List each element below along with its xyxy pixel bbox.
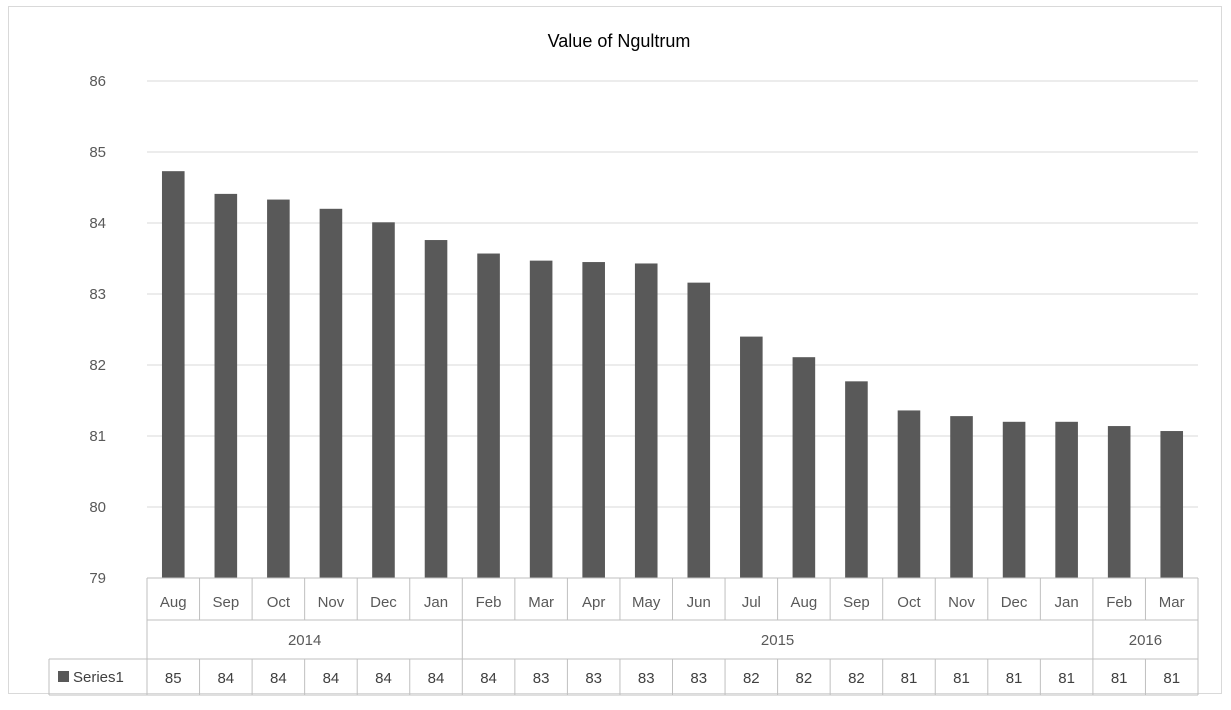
- data-table-value: 85: [165, 670, 182, 687]
- chart-area: [8, 6, 1222, 694]
- category-label: Sep: [843, 594, 870, 611]
- legend-label: Series1: [73, 669, 124, 686]
- category-label: May: [632, 594, 661, 611]
- category-label: Jan: [424, 594, 448, 611]
- chart-title: Value of Ngultrum: [548, 31, 691, 51]
- y-axis-ticks: 79 80 81 82 83 84 85 86: [89, 73, 106, 587]
- bar: [424, 240, 448, 579]
- category-label: Oct: [267, 594, 291, 611]
- year-group-label: 2016: [1129, 632, 1162, 649]
- y-tick-label: 85: [89, 144, 106, 161]
- bar: [161, 171, 185, 579]
- y-tick-label: 80: [89, 499, 106, 516]
- category-label: Jun: [687, 594, 711, 611]
- category-label: Jan: [1055, 594, 1079, 611]
- data-table-value: 84: [480, 670, 497, 687]
- y-tick-label: 82: [89, 357, 106, 374]
- y-tick-label: 83: [89, 286, 106, 303]
- category-label: Feb: [1106, 594, 1132, 611]
- category-label: Nov: [948, 594, 975, 611]
- data-table-value: 81: [1163, 670, 1180, 687]
- data-table-value: 84: [217, 670, 234, 687]
- category-label: Nov: [318, 594, 345, 611]
- data-table-value: 84: [428, 670, 445, 687]
- bar: [267, 199, 290, 578]
- year-group-label: 2014: [288, 632, 321, 649]
- category-label: Sep: [212, 594, 239, 611]
- bar: [1160, 431, 1184, 578]
- data-table-value: 84: [323, 670, 340, 687]
- bar: [792, 357, 816, 578]
- category-label: Feb: [476, 594, 502, 611]
- y-tick-label: 79: [89, 570, 106, 587]
- data-table-value: 81: [1111, 670, 1128, 687]
- data-table-value: 83: [638, 670, 655, 687]
- data-table-value: 82: [848, 670, 865, 687]
- data-table-value: 81: [901, 670, 918, 687]
- data-table-value: 82: [743, 670, 760, 687]
- bar: [372, 222, 395, 579]
- bar: [1107, 426, 1131, 578]
- category-label: Aug: [791, 594, 818, 611]
- bar: [477, 253, 500, 578]
- data-table-value: 84: [270, 670, 287, 687]
- data-table-value: 84: [375, 670, 392, 687]
- category-label: Jul: [742, 594, 761, 611]
- category-label: Apr: [582, 594, 605, 611]
- data-table-value: 81: [1006, 670, 1023, 687]
- bar: [687, 282, 711, 578]
- category-label: Mar: [528, 594, 554, 611]
- data-table-value: 81: [953, 670, 970, 687]
- data-table-value: 82: [796, 670, 813, 687]
- data-table-value: 83: [585, 670, 602, 687]
- bar: [1002, 421, 1026, 578]
- category-label: Aug: [160, 594, 187, 611]
- data-table-value: 81: [1058, 670, 1075, 687]
- category-label: Oct: [897, 594, 921, 611]
- y-tick-label: 86: [89, 73, 106, 90]
- bar: [950, 416, 973, 578]
- bar: [634, 263, 658, 578]
- category-label: Mar: [1159, 594, 1185, 611]
- category-label: Dec: [370, 594, 397, 611]
- bar: [214, 193, 238, 578]
- bars: [161, 171, 1184, 579]
- bar: [529, 260, 553, 578]
- y-tick-label: 81: [89, 428, 106, 445]
- bar: [845, 381, 868, 578]
- year-group-label: 2015: [761, 632, 794, 649]
- y-tick-label: 84: [89, 215, 106, 232]
- bar: [740, 336, 763, 578]
- gridlines: [147, 80, 1198, 508]
- category-label: Dec: [1001, 594, 1028, 611]
- data-table: Aug Sep Oct Nov Dec Jan Feb Mar Apr May Jun Jul Aug S…: [48, 577, 1199, 696]
- bar: [897, 410, 921, 578]
- bar: [1055, 421, 1078, 578]
- data-table-value: 83: [690, 670, 707, 687]
- legend-swatch: [58, 671, 69, 682]
- data-table-value: 83: [533, 670, 550, 687]
- bar: [319, 208, 343, 579]
- bar: [582, 262, 605, 578]
